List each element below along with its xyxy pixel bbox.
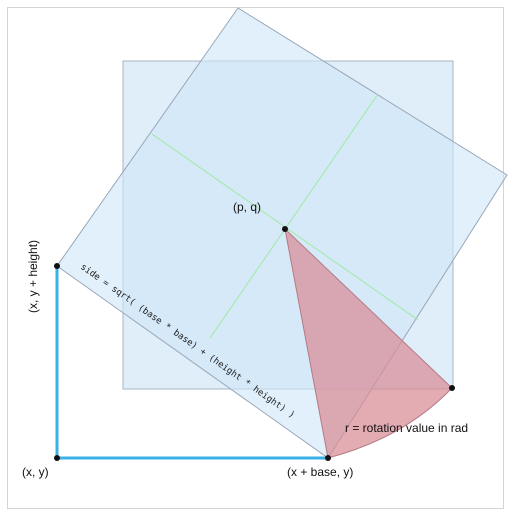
label-center: (p, q) — [233, 200, 261, 214]
point-center — [282, 226, 288, 232]
rotation-wedge — [284, 227, 453, 459]
point-rotated-corner — [449, 385, 455, 391]
label-top-left: (x, y + height) — [26, 240, 40, 313]
point-bottom-right — [325, 455, 331, 461]
label-rotation: r = rotation value in rad — [345, 421, 468, 435]
point-top-left — [54, 263, 60, 269]
label-origin: (x, y) — [22, 465, 49, 479]
label-bottom-right: (x + base, y) — [287, 465, 353, 479]
guide-line-vertical — [209, 93, 379, 339]
point-origin — [54, 455, 60, 461]
